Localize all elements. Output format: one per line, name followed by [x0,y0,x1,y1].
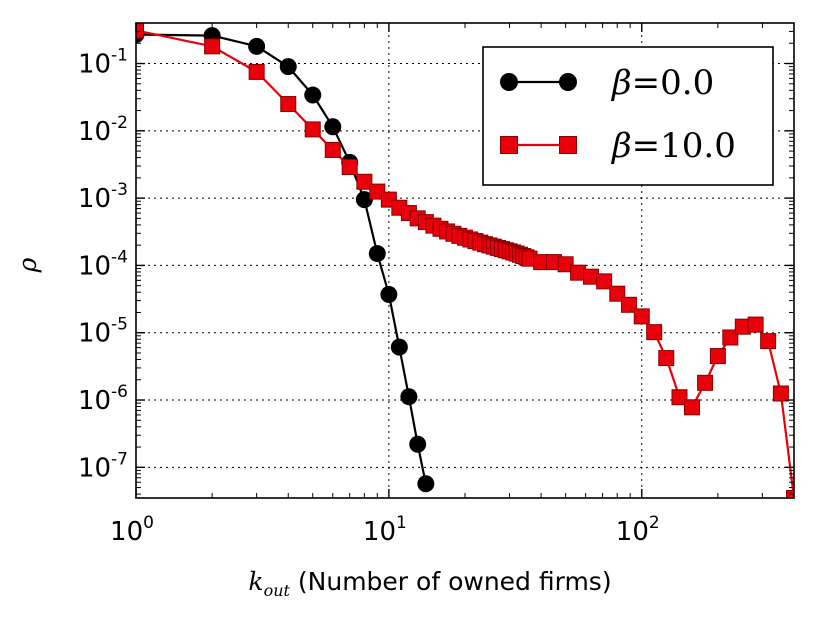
data-point-beta0 [304,86,322,104]
y-tick-label: 10-3 [78,180,128,214]
x-tick-label: 101 [363,513,407,547]
data-point-beta10 [557,256,574,273]
legend-symbol-beta10: β [610,126,632,166]
y-tick-base: 10 [78,184,111,214]
data-point-beta10 [709,348,726,365]
data-point-beta10 [596,273,613,290]
legend-marker-beta10 [500,136,518,154]
y-tick-label: 10-5 [78,315,128,349]
legend-label-beta0: β=0.0 [610,63,714,103]
data-point-beta10 [697,374,714,391]
legend: β=0.0 β=10.0 [482,46,774,186]
data-point-beta10 [280,96,297,113]
x-axis-label-symbol: k [248,567,263,596]
data-point-beta0 [368,245,386,263]
data-point-beta0 [417,475,435,493]
data-point-beta0 [409,435,427,453]
x-tick-exponent: 0 [143,513,154,533]
y-tick-base: 10 [78,386,111,416]
y-tick-exponent: -3 [111,180,128,200]
y-tick-label: 10-4 [78,247,128,281]
y-tick-base: 10 [78,251,111,281]
y-tick-base: 10 [78,117,111,147]
y-tick-label: 10-7 [78,449,128,483]
data-point-beta10 [356,173,373,190]
data-point-beta10 [772,385,789,402]
data-point-beta10 [760,333,777,350]
y-tick-label: 10-2 [78,113,128,147]
series-layer [136,23,794,498]
y-tick-label: 10-1 [78,46,128,80]
data-point-beta10 [204,38,221,55]
y-tick-exponent: -1 [111,46,128,66]
legend-value-beta0: =0.0 [632,63,715,103]
data-point-beta10 [683,399,700,416]
data-point-beta10 [747,316,764,333]
x-tick-exponent: 1 [396,513,407,533]
y-tick-base: 10 [78,50,111,80]
data-point-beta0 [279,58,297,76]
y-tick-exponent: -5 [111,315,128,335]
legend-label-beta10: β=10.0 [610,126,736,166]
x-tick-base: 10 [363,517,396,547]
data-point-beta10 [658,350,675,367]
data-point-beta10 [248,63,265,80]
y-tick-exponent: -2 [111,113,128,133]
legend-box [482,46,774,186]
data-point-beta10 [136,23,144,39]
x-axis-label-subscript: out [264,581,291,600]
data-point-beta10 [646,324,663,341]
x-tick-base: 10 [616,517,649,547]
data-point-beta10 [341,158,358,175]
legend-value-beta10: =10.0 [632,126,736,166]
y-tick-exponent: -4 [111,247,128,267]
y-tick-base: 10 [78,453,111,483]
legend-symbol-beta0: β [610,63,632,103]
x-axis-label: kout (Number of owned firms) [248,567,611,600]
data-point-beta0 [324,118,342,136]
x-tick-base: 10 [110,517,143,547]
x-axis-label-text [290,567,298,596]
x-axis-label-description: (Number of owned firms) [298,567,612,596]
y-tick-exponent: -6 [111,382,128,402]
y-tick-label: 10-6 [78,382,128,416]
x-tick-label: 102 [616,513,660,547]
x-tick-exponent: 2 [649,513,660,533]
data-point-beta0 [390,338,408,356]
data-point-beta10 [722,329,739,346]
data-point-beta0 [248,37,266,55]
data-point-beta0 [400,388,418,406]
y-tick-exponent: -7 [111,449,128,469]
legend-marker-beta0 [559,73,577,91]
data-point-beta10 [304,121,321,138]
data-point-beta10 [324,141,341,158]
y-tick-base: 10 [78,319,111,349]
x-tick-label: 100 [110,513,154,547]
data-point-beta0 [355,191,373,209]
data-point-beta10 [671,389,688,406]
data-point-beta0 [380,285,398,303]
y-axis-label: ρ [13,257,42,273]
legend-marker-beta10 [559,136,577,154]
legend-marker-beta0 [500,73,518,91]
data-point-beta10 [620,296,637,313]
data-point-beta10 [633,308,650,325]
